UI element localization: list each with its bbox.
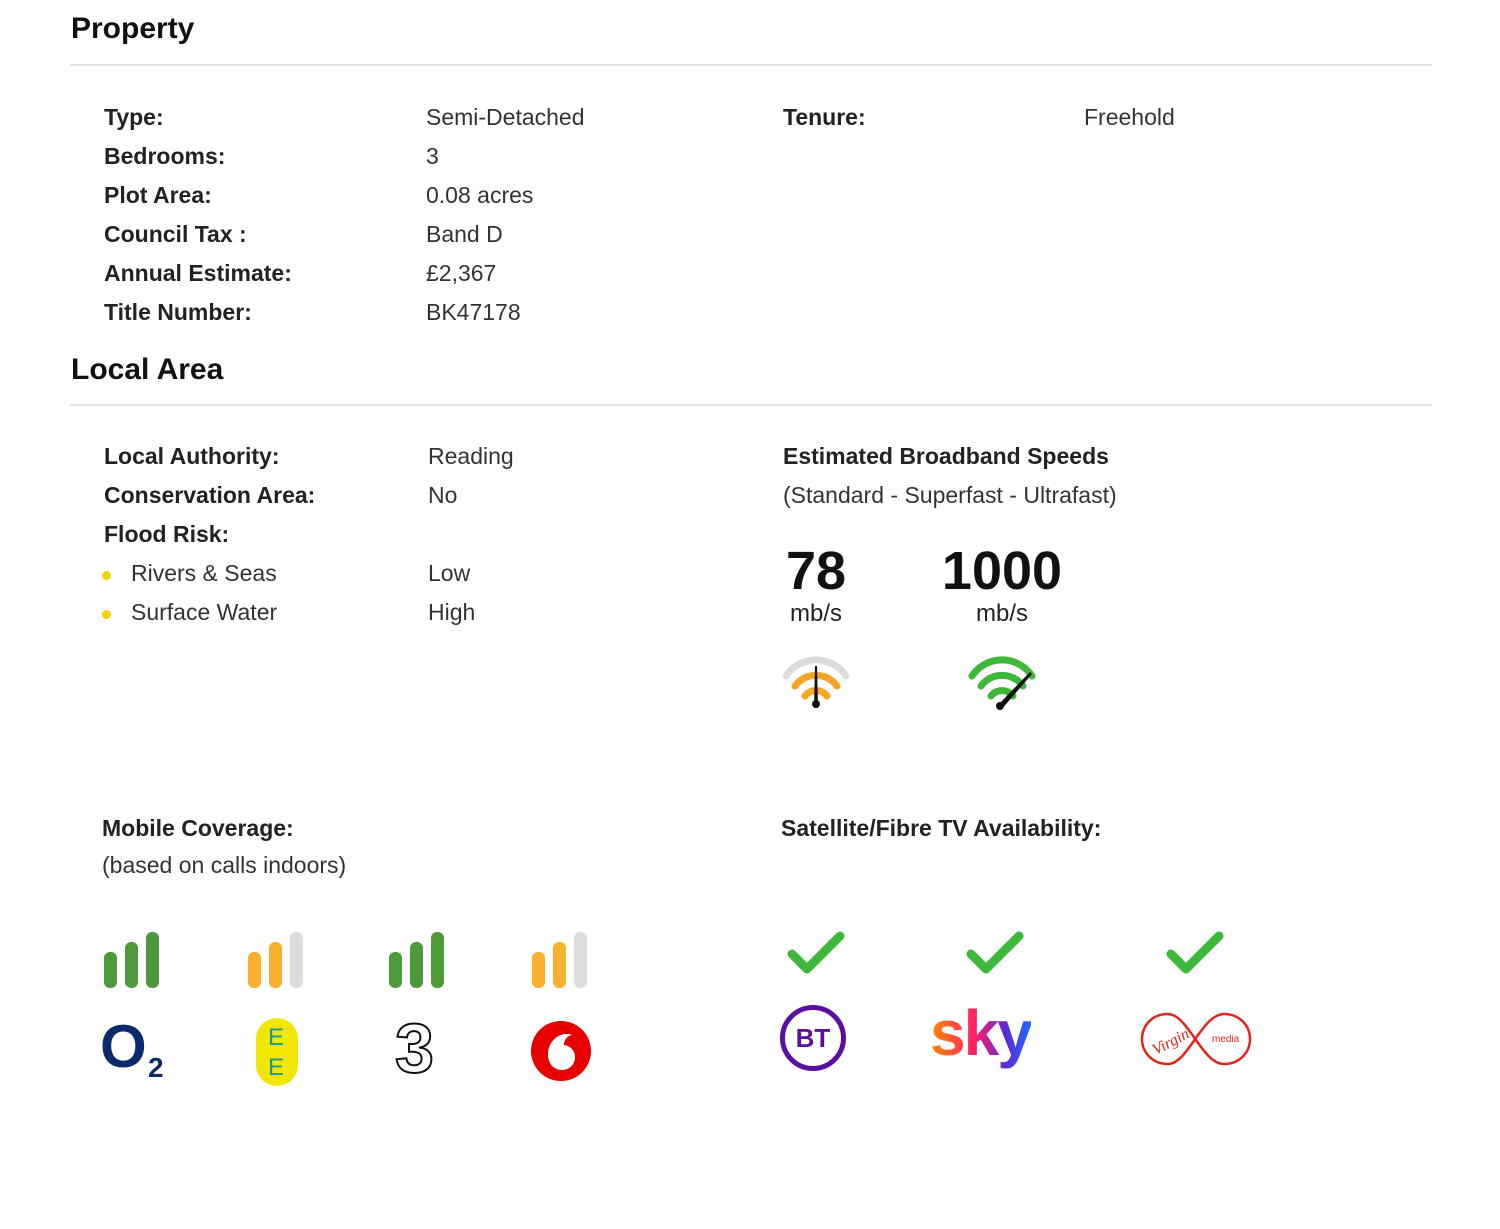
ultrafast-speed-value: 1000 — [941, 541, 1063, 601]
tenure-label: Tenure: — [783, 104, 866, 130]
sky-available-check-icon — [966, 931, 1024, 974]
flood-bullet-icon — [102, 571, 111, 580]
wifi-gauge-green-icon — [968, 656, 1036, 710]
local-authority-label: Local Authority: — [104, 443, 280, 469]
standard-speed-value: 78 — [785, 541, 847, 601]
surface-water-value: High — [428, 599, 476, 625]
bedrooms-label: Bedrooms: — [104, 143, 226, 169]
surface-water-label: Surface Water — [131, 599, 278, 625]
ee-logo-icon: E E — [256, 1018, 298, 1086]
rivers-seas-value: Low — [428, 560, 471, 586]
type-value: Semi-Detached — [426, 104, 585, 130]
o2-logo-icon: O 2 — [100, 1013, 164, 1083]
standard-speed-unit: mb/s — [789, 600, 842, 627]
local-area-divider — [70, 404, 1432, 406]
local-area-section-title: Local Area — [71, 353, 224, 386]
bt-available-check-icon — [787, 931, 845, 974]
three-logo-icon: 3 — [394, 1008, 435, 1088]
plot-area-value: 0.08 acres — [426, 182, 534, 208]
broadband-title: Estimated Broadband Speeds — [783, 443, 1109, 469]
council-tax-value: Band D — [426, 221, 503, 247]
tenure-value: Freehold — [1084, 104, 1175, 130]
type-label: Type: — [104, 104, 164, 130]
ee-signal-bars-icon — [248, 932, 303, 988]
conservation-area-value: No — [428, 482, 458, 508]
vodafone-logo-icon — [531, 1021, 591, 1081]
svg-text:Virgin: Virgin — [1150, 1025, 1193, 1058]
virgin-available-check-icon — [1166, 931, 1224, 974]
plot-area-label: Plot Area: — [104, 182, 212, 208]
virgin-media-logo-icon: Virgin media — [1140, 1012, 1252, 1066]
rivers-seas-label: Rivers & Seas — [131, 560, 277, 586]
wifi-gauge-orange-icon — [782, 656, 850, 708]
tv-availability-title: Satellite/Fibre TV Availability: — [781, 815, 1102, 841]
vodafone-signal-bars-icon — [532, 932, 587, 988]
flood-bullet-icon — [102, 610, 111, 619]
flood-risk-label: Flood Risk: — [104, 521, 230, 547]
property-section-title: Property — [71, 12, 195, 45]
o2-signal-bars-icon — [104, 932, 159, 988]
council-tax-label: Council Tax : — [104, 221, 247, 247]
mobile-coverage-title: Mobile Coverage: — [102, 815, 294, 841]
broadband-subtitle: (Standard - Superfast - Ultrafast) — [783, 482, 1117, 508]
bedrooms-value: 3 — [426, 143, 439, 169]
title-number-value: BK47178 — [426, 299, 521, 325]
bt-logo-icon: BT — [780, 1005, 846, 1071]
property-divider — [70, 64, 1432, 66]
mobile-coverage-subtitle: (based on calls indoors) — [102, 852, 347, 878]
three-signal-bars-icon — [389, 932, 444, 988]
svg-text:media: media — [1212, 1034, 1240, 1045]
sky-logo-icon: sky — [930, 997, 1033, 1069]
local-authority-value: Reading — [428, 443, 514, 469]
ultrafast-speed-unit: mb/s — [975, 600, 1028, 627]
conservation-area-label: Conservation Area: — [104, 482, 316, 508]
annual-estimate-label: Annual Estimate: — [104, 260, 292, 286]
title-number-label: Title Number: — [104, 299, 252, 325]
annual-estimate-value: £2,367 — [426, 260, 497, 286]
